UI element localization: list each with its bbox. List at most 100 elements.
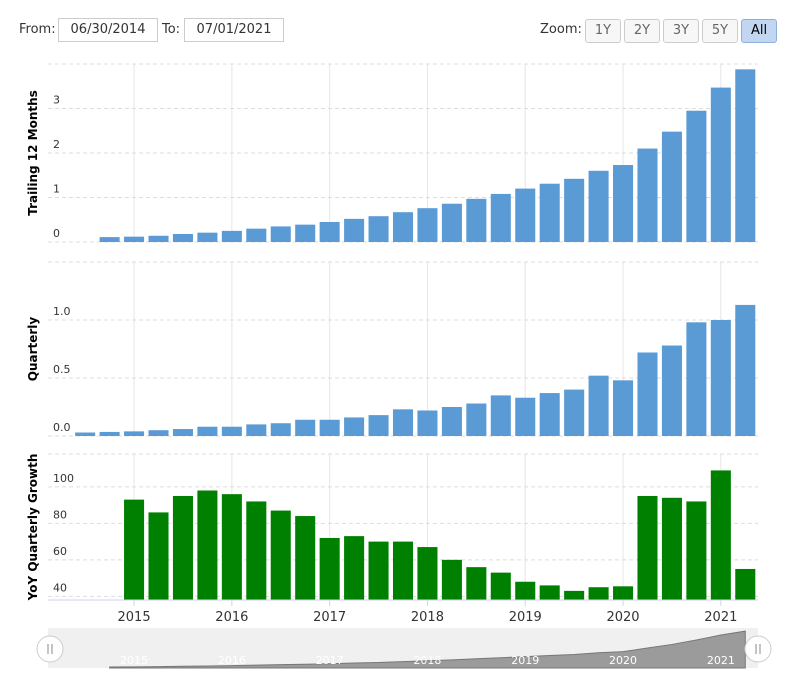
y-tick-label: 1 xyxy=(53,183,60,196)
x-tick-label: 2015 xyxy=(118,610,151,625)
bar xyxy=(270,226,291,242)
x-tick-label: 2020 xyxy=(606,610,639,625)
bar xyxy=(344,417,365,436)
bar xyxy=(441,203,462,242)
bar xyxy=(564,178,585,242)
bar xyxy=(221,230,242,242)
bar xyxy=(490,193,511,242)
bar xyxy=(735,69,756,242)
bar xyxy=(588,170,609,242)
bar xyxy=(466,567,487,600)
zoom-button[interactable]: 3Y xyxy=(663,19,699,43)
zoom-button[interactable]: 1Y xyxy=(585,19,621,43)
bar xyxy=(148,430,169,436)
navigator-handle[interactable] xyxy=(36,635,64,663)
bar xyxy=(710,470,731,600)
bar xyxy=(490,395,511,436)
bar xyxy=(246,228,267,242)
bar xyxy=(197,232,218,242)
y-tick-label: 2 xyxy=(53,138,60,151)
y-tick-label: 0.0 xyxy=(53,421,71,434)
x-tick-label: 2019 xyxy=(509,610,542,625)
bar xyxy=(515,188,536,242)
zoom-button[interactable]: 2Y xyxy=(624,19,660,43)
bar xyxy=(735,304,756,436)
bar xyxy=(613,586,634,600)
bar xyxy=(539,393,560,436)
bar xyxy=(515,581,536,600)
bar xyxy=(99,431,120,436)
x-tick-label: 2017 xyxy=(313,610,346,625)
y-tick-label: 60 xyxy=(53,545,67,558)
bar xyxy=(710,87,731,243)
bar xyxy=(368,541,389,600)
zoom-label: Zoom: xyxy=(540,22,582,37)
from-input[interactable]: 06/30/2014 xyxy=(58,18,158,42)
bar xyxy=(392,212,414,242)
bar xyxy=(124,499,145,600)
bar xyxy=(539,585,560,600)
navigator-label: 2021 xyxy=(707,654,735,667)
y-tick-label: 0 xyxy=(53,227,60,240)
bar xyxy=(417,547,438,600)
bar xyxy=(735,568,756,600)
bar xyxy=(221,426,242,436)
bar xyxy=(392,409,414,436)
bar xyxy=(99,237,120,242)
y-tick-label: 40 xyxy=(53,581,67,594)
navigator-handle[interactable] xyxy=(744,635,772,663)
bar xyxy=(661,131,682,242)
bar xyxy=(246,424,267,436)
bar xyxy=(466,403,487,436)
navigator-label: 2016 xyxy=(218,654,246,667)
bar xyxy=(588,375,609,436)
bar xyxy=(441,407,462,436)
bar xyxy=(686,110,707,242)
y-tick-label: 0.5 xyxy=(53,363,71,376)
x-tick-label: 2016 xyxy=(215,610,248,625)
zoom-button[interactable]: All xyxy=(741,19,777,43)
bar xyxy=(344,218,365,242)
navigator-label: 2020 xyxy=(609,654,637,667)
bar xyxy=(710,320,731,436)
bar xyxy=(197,426,218,436)
y-tick-label: 80 xyxy=(53,508,67,521)
bar xyxy=(637,148,658,242)
bar xyxy=(417,410,438,436)
y-axis-label: Quarterly xyxy=(26,317,40,382)
y-axis-label: YoY Quarterly Growth xyxy=(26,454,40,602)
navigator-label: 2019 xyxy=(511,654,539,667)
bar xyxy=(246,501,267,600)
y-tick-label: 100 xyxy=(53,472,74,485)
bar xyxy=(172,429,193,436)
bar xyxy=(172,495,193,600)
bar xyxy=(490,572,511,600)
to-label: To: xyxy=(162,22,181,37)
from-label: From: xyxy=(19,22,56,37)
navigator-label: 2017 xyxy=(316,654,344,667)
bar xyxy=(197,490,218,600)
bar xyxy=(564,389,585,436)
bar xyxy=(539,183,560,242)
zoom-button[interactable]: 5Y xyxy=(702,19,738,43)
bar xyxy=(295,516,316,600)
bar xyxy=(172,233,193,242)
bar xyxy=(466,198,487,242)
bar xyxy=(295,224,316,242)
y-axis-label: Trailing 12 Months xyxy=(26,90,40,216)
to-input[interactable]: 07/01/2021 xyxy=(184,18,284,42)
navigator-series xyxy=(109,630,746,669)
bar xyxy=(441,559,462,600)
navigator-label: 2015 xyxy=(120,654,148,667)
bar xyxy=(417,208,438,242)
bar xyxy=(295,419,316,436)
bar xyxy=(319,537,340,600)
bar xyxy=(221,494,242,600)
bar xyxy=(686,501,707,600)
handle-circle xyxy=(744,635,772,663)
bar xyxy=(148,235,169,242)
handle-circle xyxy=(36,635,64,663)
y-tick-label: 3 xyxy=(53,94,60,107)
